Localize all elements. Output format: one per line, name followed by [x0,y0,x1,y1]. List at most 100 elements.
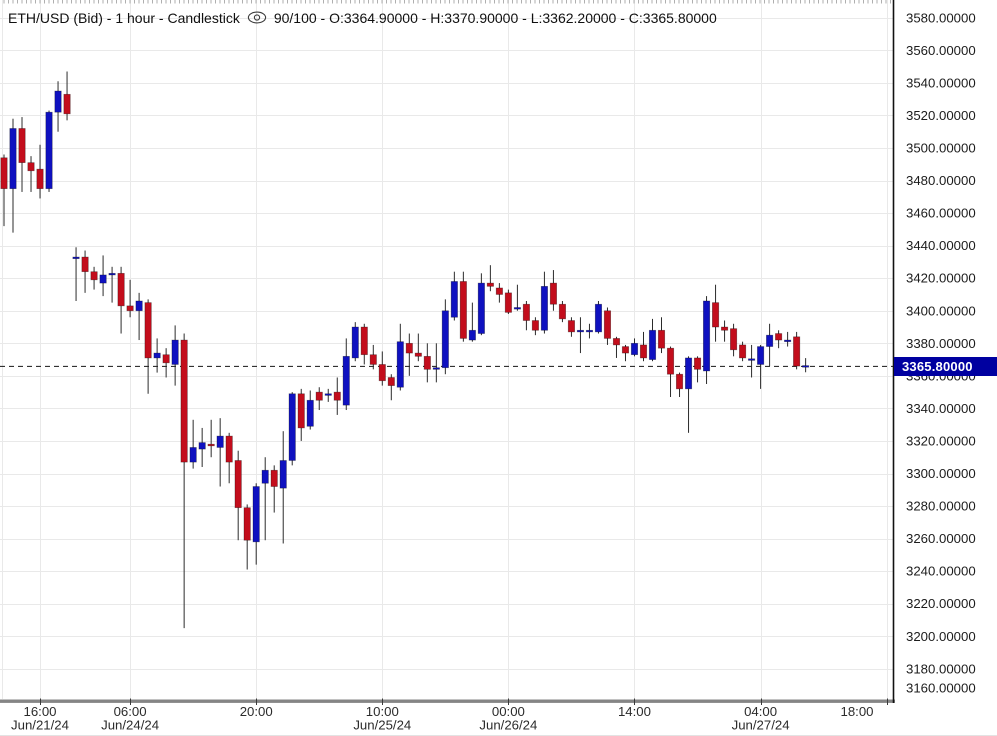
candle-body [802,365,810,368]
candle-body [639,344,648,359]
candle-body [72,256,80,260]
y-axis-label: 3160.00000 [906,681,976,696]
candle-body [612,338,621,346]
x-axis-time-label: 20:00 [240,704,273,719]
candle-body [702,300,711,372]
candle-body [585,329,594,333]
x-axis-bar [0,699,895,703]
candle-body [414,352,422,357]
candle-body [450,281,458,318]
candle-body [459,281,467,339]
current-price-label: 3365.80000 [894,356,997,376]
candle-body [513,307,521,310]
x-axis-date-label: Jun/25/24 [353,718,411,733]
candle-body [576,329,584,333]
candle-body [495,287,503,295]
candle-body [793,336,801,367]
y-axis-label: 3480.00000 [906,173,976,188]
candle-body [522,303,530,321]
x-axis-time-label: 14:00 [618,704,651,719]
candle-body [189,447,197,463]
candle-body [531,320,539,331]
y-axis-label: 3420.00000 [906,271,976,286]
y-axis-label: 3500.00000 [906,141,976,156]
candle-body [207,443,215,447]
candle-body [90,271,98,281]
candle-body [18,128,26,163]
y-axis-label: 3220.00000 [906,596,976,611]
candle-body [432,367,440,370]
candle-body [423,355,431,370]
candle-body [36,168,44,190]
candle-body [288,393,296,461]
y-axis-label: 3440.00000 [906,238,976,253]
x-axis-date-label: Jun/24/24 [101,718,159,733]
y-axis-label: 3320.00000 [906,433,976,448]
candle-body [549,282,557,305]
candle-body [81,256,89,273]
x-axis-date-label: Jun/26/24 [479,718,537,733]
candle-body [306,399,314,427]
y-axis-label: 3380.00000 [906,336,976,351]
candle-body [693,357,702,370]
candle-body [477,282,485,334]
x-axis-time-label: 10:00 [366,704,399,719]
x-axis-time-label: 16:00 [24,704,57,719]
x-axis-time-label: 18:00 [840,704,873,719]
candle-body [135,300,143,312]
candle-body [297,393,305,429]
candle-body [126,305,134,312]
candle-body [441,310,449,369]
candle-body [342,355,350,406]
chart-title-text: ETH/USD (Bid) - 1 hour - Candlestick [8,10,240,26]
y-axis-label: 3200.00000 [906,629,976,644]
candle-body [784,339,792,343]
y-axis[interactable]: 3160.00000 3180.00000 3200.00000 3220.00000… [906,10,976,695]
candle-body [108,272,116,276]
y-axis-label: 3280.00000 [906,499,976,514]
chart-ohlc-text: 90/100 - O:3364.90000 - H:3370.90000 - L… [273,10,717,26]
candle-body [468,329,476,341]
candle-body [162,354,170,364]
y-axis-label: 3300.00000 [906,466,976,481]
candle-body [252,486,260,543]
candle-body [351,326,359,359]
candle-body [730,328,738,351]
x-axis-time-label: 04:00 [744,704,777,719]
candle-body [315,391,323,401]
candle-body [630,342,639,356]
candle-body [775,333,783,341]
candle-body [270,469,278,487]
candle-body [261,469,269,484]
candle-body [171,339,179,365]
candle-body [153,352,161,359]
candle-body [54,90,62,113]
candle-body [540,285,548,331]
candle-body [712,302,720,328]
candle-body [675,373,684,390]
candle-body [144,302,152,359]
candle-body [0,157,8,190]
y-axis-label: 3340.00000 [906,401,976,416]
candle-body [45,111,53,190]
candle-body [621,346,630,354]
candle-body [324,393,332,396]
chart-title: ETH/USD (Bid) - 1 hour - Candlestick 90/… [8,8,717,28]
candle-body [684,357,693,390]
candle-body [757,346,765,365]
candle-body [396,341,404,388]
candle-body [198,442,206,450]
candle-body [558,303,566,320]
y-axis-label: 3540.00000 [906,75,976,90]
candle-body [9,128,17,190]
candle-body [666,347,675,375]
candle-body [216,435,224,448]
candle-body [721,326,729,331]
x-axis-date-label: Jun/21/24 [11,718,69,733]
candle-body [567,320,575,333]
candle-body [360,326,368,356]
candle-body [594,303,603,333]
